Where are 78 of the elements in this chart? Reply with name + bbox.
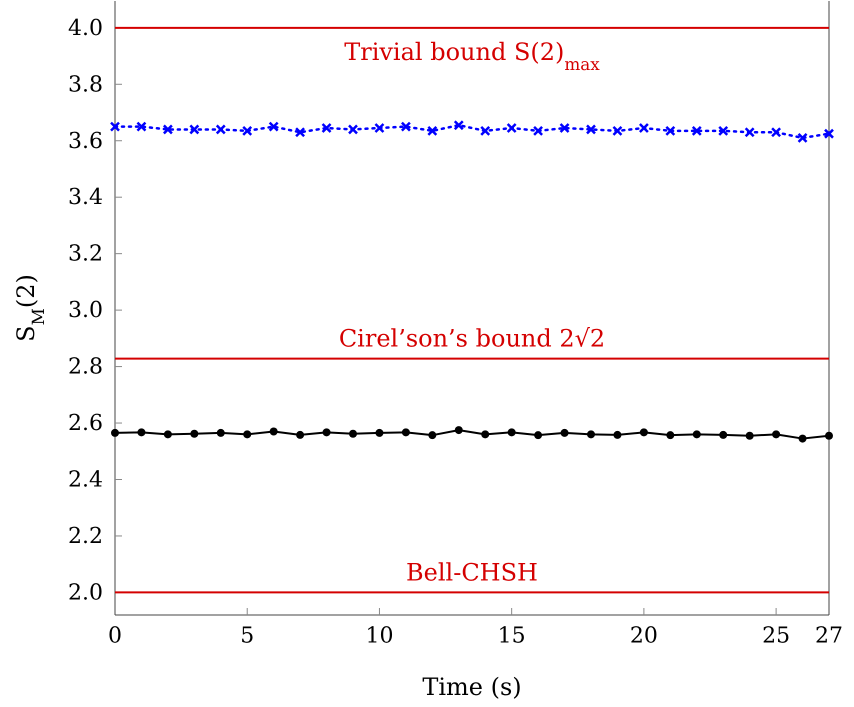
point bbox=[692, 430, 701, 438]
ref-line-label: Cirel’son’s bound 2√2 bbox=[338, 324, 606, 353]
point bbox=[427, 126, 438, 136]
point bbox=[454, 120, 464, 130]
point bbox=[270, 428, 278, 436]
ref-line-label: Trivial bound S(2)$_{max}$ bbox=[344, 38, 600, 74]
point bbox=[638, 122, 650, 134]
point bbox=[164, 430, 172, 438]
point bbox=[719, 430, 728, 439]
point bbox=[111, 428, 119, 437]
point bbox=[770, 127, 782, 138]
point bbox=[268, 121, 279, 132]
x-tick-label: 0 bbox=[108, 624, 122, 649]
point bbox=[162, 124, 174, 135]
point bbox=[296, 430, 304, 439]
point bbox=[375, 428, 384, 437]
point bbox=[744, 127, 755, 138]
point bbox=[294, 127, 306, 138]
point bbox=[613, 430, 622, 439]
y-tick-label: 3.4 bbox=[68, 185, 103, 210]
y-tick-label: 4.0 bbox=[68, 16, 103, 41]
point bbox=[454, 426, 463, 434]
point bbox=[508, 428, 516, 436]
y-tick-label: 2.6 bbox=[68, 411, 103, 436]
point bbox=[322, 428, 331, 436]
point bbox=[506, 122, 517, 134]
point bbox=[825, 432, 833, 440]
point bbox=[480, 126, 490, 136]
y-tick-label: 3.2 bbox=[68, 242, 103, 267]
x-tick-label: 5 bbox=[240, 624, 254, 649]
point bbox=[400, 121, 412, 132]
point bbox=[692, 126, 702, 136]
point bbox=[824, 128, 834, 139]
point bbox=[348, 124, 358, 135]
y-tick-label: 3.0 bbox=[68, 298, 103, 324]
point bbox=[190, 430, 198, 438]
y-tick-label: 2.4 bbox=[68, 468, 103, 493]
point bbox=[243, 430, 252, 438]
point bbox=[587, 430, 595, 438]
point bbox=[481, 430, 490, 438]
y-tick-label: 3.6 bbox=[68, 128, 103, 154]
point bbox=[560, 428, 569, 437]
point bbox=[137, 428, 146, 436]
x-tick-label: 20 bbox=[630, 624, 658, 649]
point bbox=[666, 431, 674, 440]
x-axis-title: Time (s) bbox=[422, 673, 522, 701]
x-tick-label: 10 bbox=[365, 624, 394, 649]
point bbox=[665, 126, 676, 136]
y-tick-label: 2.8 bbox=[68, 354, 103, 380]
point bbox=[402, 428, 410, 436]
point bbox=[559, 122, 570, 134]
x-tick-label: 27 bbox=[815, 624, 843, 649]
x-tick-label: 15 bbox=[498, 624, 526, 649]
y-tick-label: 3.8 bbox=[68, 72, 103, 98]
point bbox=[428, 431, 436, 440]
point bbox=[242, 126, 252, 136]
point bbox=[374, 122, 385, 134]
point bbox=[349, 430, 357, 438]
y-tick-label: 2.2 bbox=[68, 524, 103, 549]
point bbox=[532, 126, 544, 136]
point bbox=[586, 124, 596, 135]
point bbox=[110, 121, 120, 132]
point bbox=[772, 430, 780, 438]
point bbox=[798, 434, 807, 443]
point bbox=[640, 428, 648, 436]
point bbox=[746, 432, 754, 440]
point bbox=[216, 428, 225, 437]
ref-line-label: Bell-CHSH bbox=[406, 558, 538, 586]
point bbox=[216, 124, 226, 135]
point bbox=[189, 124, 200, 135]
point bbox=[612, 126, 623, 136]
point bbox=[797, 132, 808, 144]
point bbox=[321, 122, 332, 134]
point bbox=[718, 126, 728, 136]
point bbox=[534, 431, 542, 440]
x-tick-label: 25 bbox=[762, 624, 790, 649]
y-tick-label: 2.0 bbox=[68, 580, 103, 606]
point bbox=[136, 121, 147, 132]
